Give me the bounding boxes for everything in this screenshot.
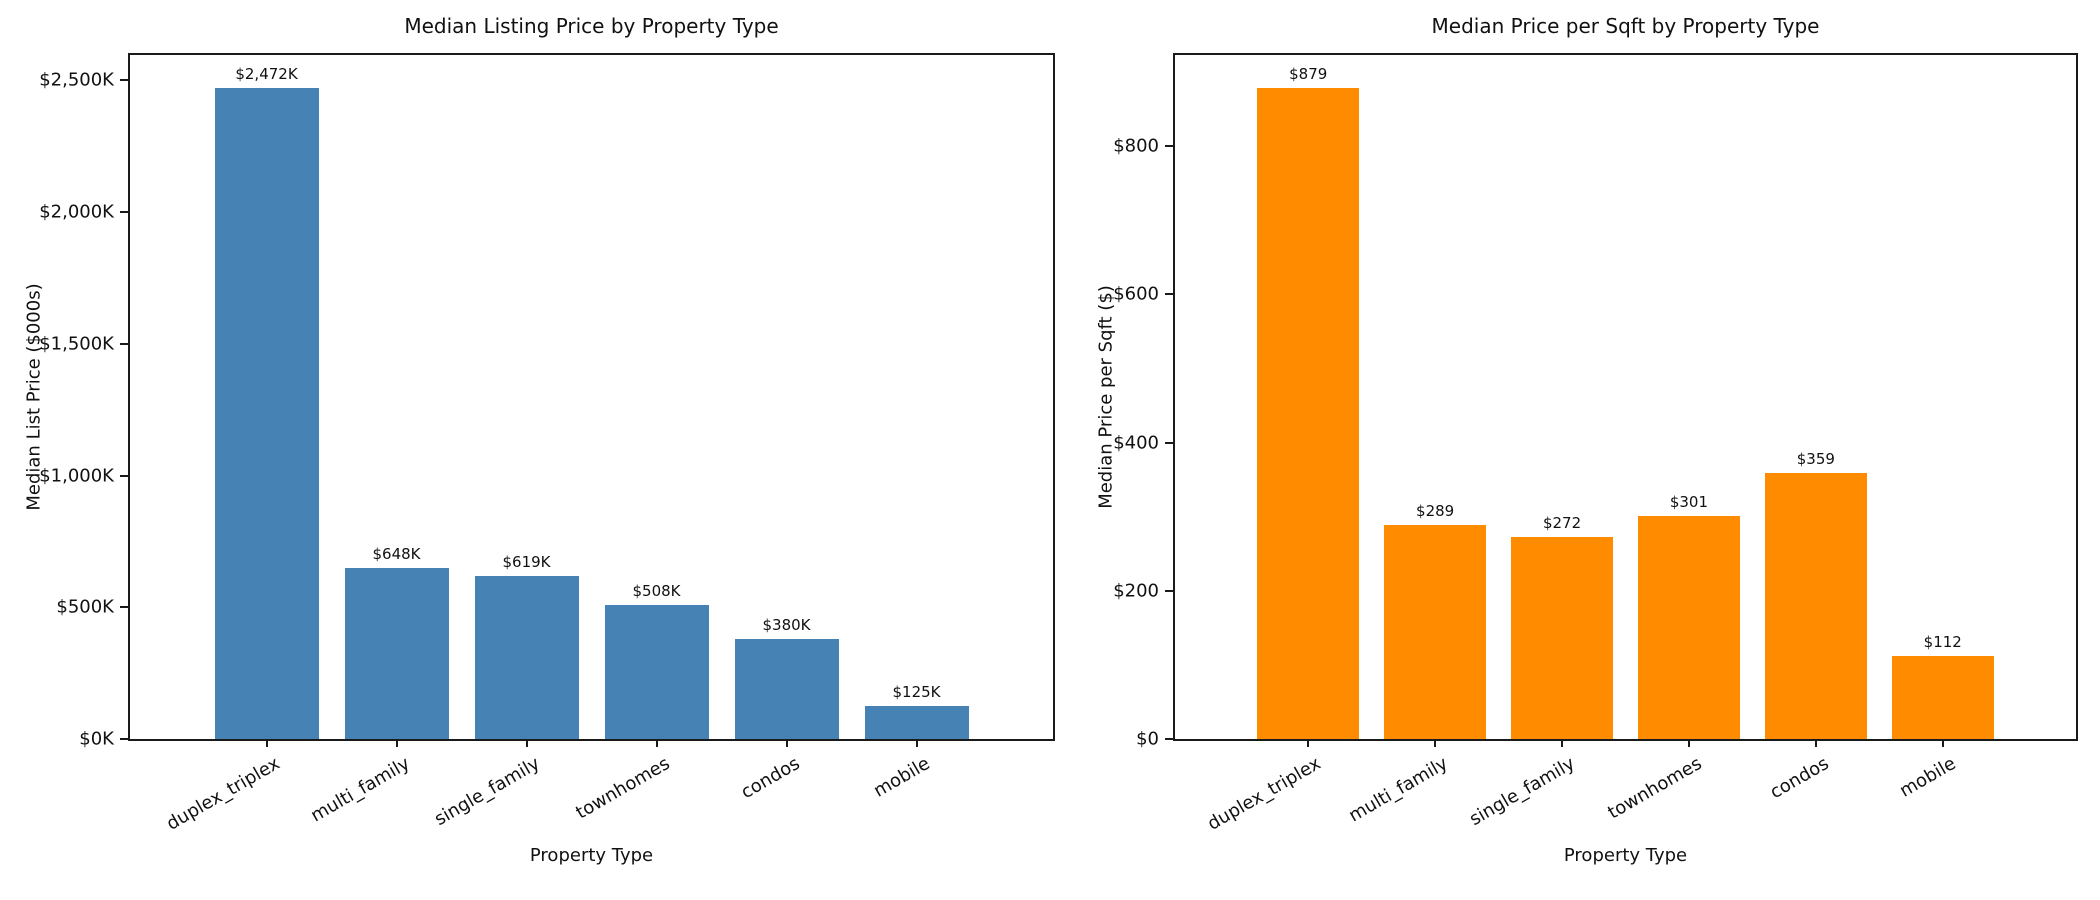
bar-townhomes [1638, 515, 1740, 739]
bar-value-label: $359 [1796, 449, 1835, 468]
bar-condos [734, 638, 839, 739]
y-tick-label: $200 [1113, 580, 1159, 602]
x-tick-label: townhomes [571, 753, 673, 824]
bar-single_family [1511, 537, 1613, 739]
chart-title: Median Price per Sqft by Property Type [1431, 14, 1820, 38]
x-tick-mark [1814, 739, 1817, 747]
y-axis-label: Median Price per Sqft ($) [1095, 285, 1117, 509]
y-tick-mark [120, 79, 128, 82]
bar-value-label: $380K [762, 615, 811, 634]
bar-multi_family [1384, 524, 1486, 739]
x-tick-mark [655, 739, 658, 747]
x-tick-mark [915, 739, 918, 747]
y-tick-mark [120, 738, 128, 740]
y-tick-mark [1165, 589, 1173, 592]
x-tick-label: mobile [1895, 753, 1960, 802]
bar-value-label: $879 [1289, 64, 1328, 83]
x-axis-label: Property Type [1563, 845, 1688, 866]
bar-value-label: $125K [892, 683, 941, 702]
bar-duplex_triplex [1257, 87, 1359, 739]
subplot-median-list-price: Median Listing Price by Property Type Me… [24, 14, 1055, 866]
bar-duplex_triplex [214, 87, 319, 739]
y-tick-mark [120, 474, 128, 477]
bar-mobile [864, 706, 969, 739]
x-tick-label: condos [1766, 753, 1833, 804]
bar-value-label: $272 [1542, 514, 1582, 533]
x-tick-label: townhomes [1604, 753, 1706, 824]
bar-value-label: $301 [1669, 492, 1709, 511]
x-tick-mark [1307, 739, 1310, 747]
y-tick-label: $1,000K [39, 465, 114, 487]
x-tick-label: mobile [869, 753, 933, 802]
plot-area: $0 $200 $400 $600 $800 $879 duplex_triplex $289… [1113, 53, 2078, 835]
x-tick-label: multi_family [1345, 753, 1452, 827]
bar-value-label: $2,472K [235, 64, 298, 83]
bar-condos [1765, 472, 1867, 739]
y-tick-mark [1165, 293, 1173, 296]
x-tick-mark [1434, 739, 1437, 747]
bar-townhomes [604, 605, 709, 739]
bar-single_family [474, 575, 579, 739]
bar-value-label: $508K [632, 582, 681, 601]
y-tick-label: $400 [1113, 432, 1159, 454]
x-tick-label: condos [736, 753, 803, 804]
x-tick-mark [1687, 739, 1690, 747]
x-tick-label: single_family [430, 753, 543, 831]
y-tick-mark [1165, 738, 1173, 740]
y-tick-label: $800 [1113, 135, 1159, 157]
y-tick-label: $1,500K [39, 333, 114, 355]
y-tick-mark [120, 342, 128, 345]
x-tick-label: single_family [1465, 753, 1579, 831]
x-tick-label: duplex_triplex [1204, 753, 1325, 835]
bar-value-label: $289 [1416, 501, 1455, 520]
bar-value-label: $112 [1923, 633, 1962, 651]
y-tick-label: $2,500K [39, 69, 114, 91]
bar-mobile [1891, 656, 1994, 739]
y-tick-mark [120, 606, 128, 609]
x-tick-mark [265, 739, 268, 747]
x-tick-mark [785, 739, 788, 747]
x-tick-mark [395, 739, 398, 747]
plot-area: $0K $500K $1,000K $1,500K $2,000K $2,500K $2,4… [39, 53, 1055, 835]
bar-value-label: $648K [372, 545, 421, 564]
y-tick-label: $0K [79, 728, 114, 750]
x-tick-mark [1941, 739, 1944, 747]
x-tick-label: duplex_triplex [162, 753, 283, 835]
y-tick-label: $0 [1136, 728, 1159, 750]
y-tick-mark [1165, 441, 1173, 444]
chart-title: Median Listing Price by Property Type [404, 14, 779, 38]
bar-multi_family [344, 568, 449, 739]
y-tick-label: $600 [1113, 283, 1159, 305]
y-tick-label: $2,000K [39, 201, 114, 223]
x-tick-mark [1561, 739, 1564, 747]
y-tick-label: $500K [56, 596, 114, 618]
y-tick-mark [1165, 145, 1173, 148]
x-tick-mark [525, 739, 528, 747]
x-axis-label: Property Type [529, 845, 654, 866]
subplot-median-price-per-sqft: Median Price per Sqft by Property Type M… [1050, 0, 2100, 900]
bar-value-label: $619K [502, 552, 551, 571]
x-tick-label: multi_family [306, 753, 413, 827]
y-tick-mark [120, 211, 128, 214]
